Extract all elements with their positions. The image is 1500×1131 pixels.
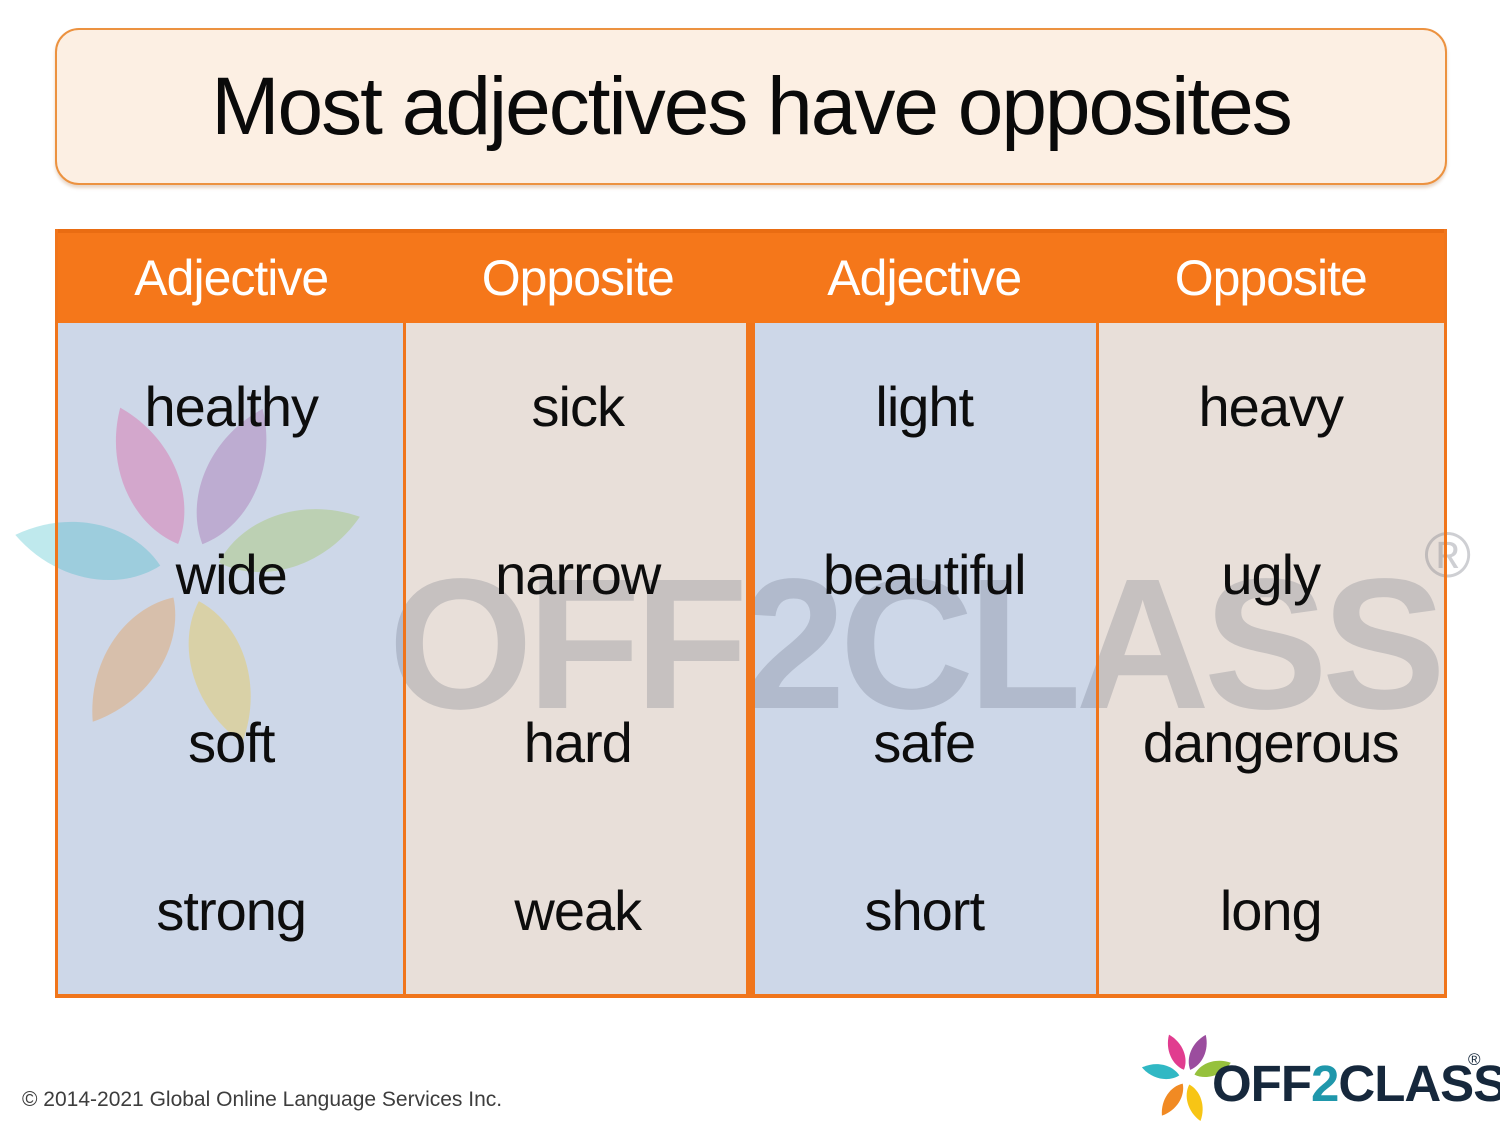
column-header-opposite: Opposite (1174, 250, 1368, 306)
table-cell: beautiful (822, 543, 1027, 607)
title-banner: Most adjectives have opposites (55, 28, 1447, 185)
opposite-column-background (1098, 323, 1445, 994)
logo-registered-icon: ® (1468, 1050, 1481, 1069)
table-cell: narrow (495, 543, 661, 607)
opposites-table: Adjective Opposite Adjective Opposite he… (55, 229, 1447, 998)
table-cell: sick (531, 375, 625, 439)
table-cell: dangerous (1142, 710, 1400, 774)
column-header-opposite: Opposite (481, 250, 675, 306)
adjective-column-background (751, 323, 1098, 994)
off2class-flower-icon (1138, 1028, 1236, 1126)
copyright-text: © 2014-2021 Global Online Language Servi… (22, 1088, 503, 1111)
table-cell: hard (523, 710, 633, 774)
table-cell: weak (514, 878, 642, 942)
logo-text-off: OFF (1212, 1055, 1312, 1112)
page-title: Most adjectives have opposites (211, 60, 1293, 152)
table-cell: strong (156, 878, 307, 942)
logo-text-class: CLASS (1338, 1055, 1500, 1112)
opposite-column-background (404, 323, 751, 994)
table-cell: light (875, 375, 974, 439)
table-cell: wide (175, 543, 288, 607)
logo-text-2: 2 (1310, 1055, 1339, 1112)
table-column-backgrounds (57, 323, 1445, 994)
table-cell: safe (873, 710, 976, 774)
off2class-logo: OFF2CLASS ® (1138, 1028, 1500, 1122)
table-cell: soft (188, 710, 275, 774)
table-header-row: Adjective Opposite Adjective Opposite (58, 229, 1444, 323)
table-cell: healthy (144, 375, 319, 439)
table-cell: ugly (1221, 543, 1321, 607)
column-divider-center (746, 323, 755, 994)
adjective-column-background (57, 323, 404, 994)
table-cell: long (1219, 878, 1323, 942)
column-header-adjective: Adjective (134, 250, 329, 306)
table-cell: short (864, 878, 985, 942)
column-header-adjective: Adjective (827, 250, 1022, 306)
off2class-wordmark: OFF2CLASS (1212, 1054, 1500, 1113)
table-body: healthy sick light heavy wide narrow bea… (58, 323, 1444, 994)
column-divider (1095, 323, 1099, 994)
column-divider (402, 323, 406, 994)
table-cell: heavy (1198, 375, 1344, 439)
